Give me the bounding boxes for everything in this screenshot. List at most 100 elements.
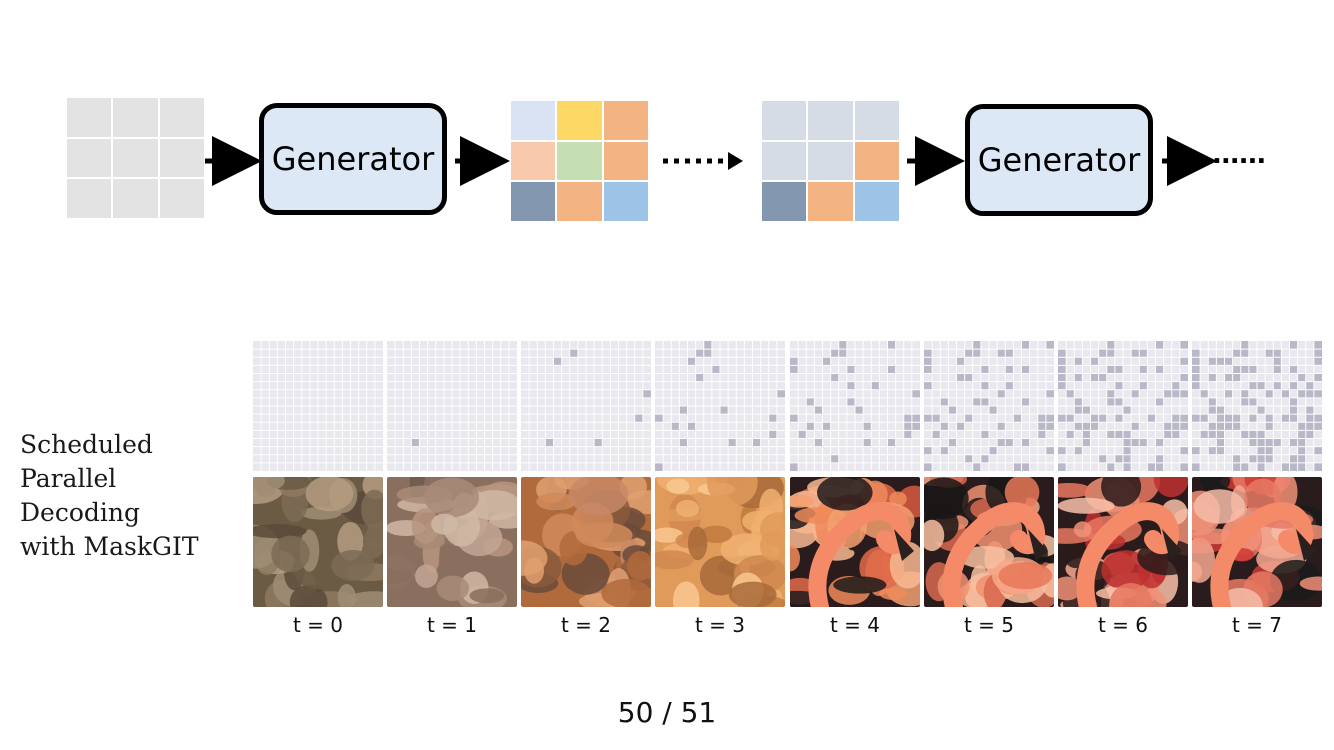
revealed-token [1192,446,1201,455]
revealed-token [790,462,799,471]
mask-grid [1058,341,1188,471]
decoding-step: t = 2 [521,341,651,637]
revealed-token [703,341,712,350]
revealed-token [940,422,949,431]
revealed-token [687,422,696,431]
revealed-token [1297,446,1306,455]
token-cell [511,101,556,140]
revealed-token [911,422,920,431]
revealed-token [924,349,933,358]
revealed-token [1297,430,1306,439]
revealed-token [411,438,420,447]
decoding-step: t = 6 [1058,341,1188,637]
revealed-token [932,414,941,423]
revealed-token [924,414,933,423]
revealed-token [911,389,920,398]
revealed-token [972,397,981,406]
revealed-token [980,430,989,439]
revealed-token [1216,422,1225,431]
revealed-token [1240,389,1249,398]
revealed-token [1313,389,1322,398]
revealed-token [594,438,603,447]
revealed-token [1224,357,1233,366]
generated-image [1058,477,1188,607]
revealed-token [1192,414,1201,423]
revealed-token [1147,414,1156,423]
revealed-token [1171,414,1180,423]
step-label: t = 1 [426,613,478,637]
generator-box-1: Generator [259,103,447,215]
revealed-token [838,341,847,350]
revealed-token [1098,454,1107,463]
revealed-token [1208,446,1217,455]
revealed-token [924,365,933,374]
revealed-token [911,414,920,423]
revealed-token [1289,462,1298,471]
revealed-token [1265,446,1274,455]
decoding-step: t = 1 [387,341,517,637]
revealed-token [830,373,839,382]
revealed-token [1248,438,1257,447]
revealed-token [1248,365,1257,374]
generator-label-2: Generator [977,141,1141,179]
token-cell [557,101,602,140]
token-cell [557,141,602,181]
revealed-token [1240,341,1249,350]
generated-image [1192,477,1322,607]
revealed-token [1224,414,1233,423]
revealed-token [1106,389,1115,398]
revealed-token [1021,341,1030,350]
revealed-token [752,438,761,447]
revealed-token [1139,381,1148,390]
revealed-token [1216,446,1225,455]
revealed-token [1232,414,1241,423]
revealed-token [1273,349,1282,358]
revealed-token [1013,462,1022,471]
revealed-token [956,357,965,366]
revealed-token [1058,462,1067,471]
revealed-token [1058,446,1067,455]
revealed-token [1224,373,1233,382]
token-cell [511,141,556,181]
revealed-token [887,341,896,350]
revealed-token [1305,422,1314,431]
revealed-token [798,430,807,439]
revealed-token [1037,414,1046,423]
revealed-token [1114,454,1123,463]
revealed-token [1139,349,1148,358]
revealed-token [1192,373,1201,382]
revealed-token [1289,381,1298,390]
revealed-token [1289,454,1298,463]
revealed-token [1045,446,1054,455]
revealed-token [1257,406,1266,415]
revealed-token [1114,365,1123,374]
revealed-token [1155,341,1164,350]
revealed-token [1216,414,1225,423]
revealed-token [1289,414,1298,423]
revealed-token [1021,397,1030,406]
revealed-token [1216,357,1225,366]
revealed-token [1179,373,1188,382]
mask-grid [387,341,517,471]
revealed-token [1163,430,1172,439]
revealed-token [838,349,847,358]
revealed-token [1021,365,1030,374]
revealed-token [1281,414,1290,423]
revealed-token [1305,381,1314,390]
revealed-token [1297,373,1306,382]
revealed-token [1082,406,1091,415]
revealed-token [863,422,872,431]
revealed-token [1021,462,1030,471]
caption-line-3: Decoding [20,498,140,527]
revealed-token [1074,373,1083,382]
revealed-token [1273,365,1282,374]
revealed-token [1240,397,1249,406]
token-cell [67,98,112,137]
revealed-token [924,381,933,390]
generated-image [521,477,651,607]
revealed-token [1106,349,1115,358]
remasked-token-grid [762,101,899,221]
revealed-token [790,357,799,366]
revealed-token [1155,365,1164,374]
revealed-token [1192,381,1201,390]
